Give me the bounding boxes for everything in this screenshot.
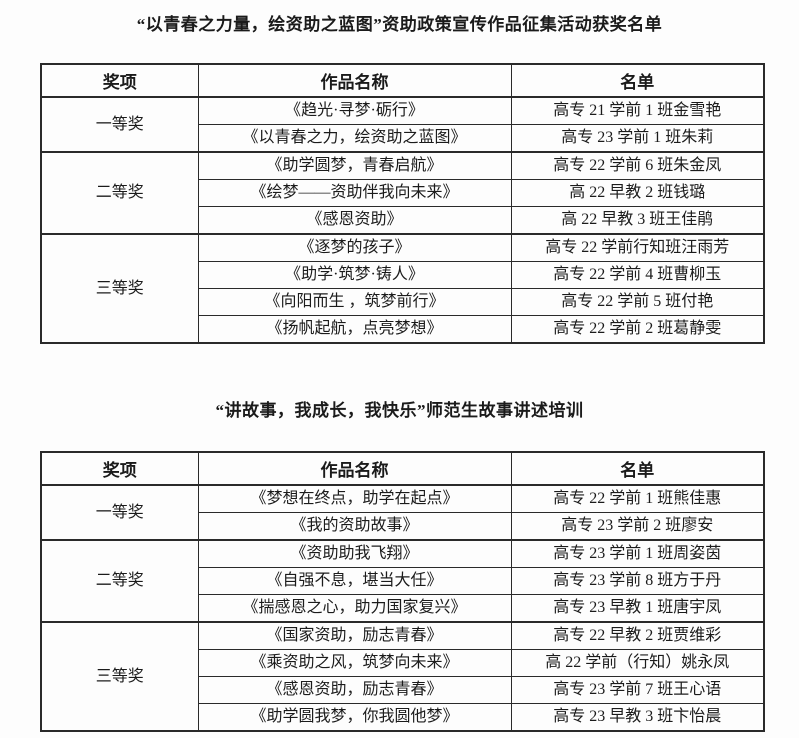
winner-name-cell: 高专 23 学前 7 班王心语	[510, 676, 765, 704]
work-title-cell: 《揣感恩之心，助力国家复兴》	[197, 594, 512, 623]
winner-name-cell: 高专 23 早教 1 班唐宇凤	[510, 594, 765, 623]
table-row: 二等奖 《资助助我飞翔》 高专 23 学前 1 班周姿茵	[40, 539, 765, 623]
work-title-cell: 《逐梦的孩子》	[197, 233, 512, 262]
work-title-cell: 《助学·筑梦·铸人》	[197, 261, 512, 289]
winner-name-cell: 高专 23 学前 8 班方于丹	[510, 567, 765, 595]
column-header-work: 作品名称	[197, 63, 512, 98]
winner-name-cell: 高专 22 学前 5 班付艳	[510, 288, 765, 316]
table-row: 一等奖 《趋光·寻梦·砺行》 高专 21 学前 1 班金雪艳	[40, 96, 765, 153]
table-row: 《我的资助故事》 高专 23 学前 2 班廖安	[41, 512, 765, 541]
table-row: 《自强不息，堪当大任》 高专 23 学前 8 班方于丹	[41, 567, 765, 595]
work-title-cell: 《感恩资助，励志青春》	[197, 676, 512, 704]
section1-title: “以青春之力量，绘资助之蓝图”资助政策宣传作品征集活动获奖名单	[136, 15, 663, 34]
section2-title: “讲故事，我成长，我快乐”师范生故事讲述培训	[215, 401, 584, 420]
work-title-cell: 《梦想在终点，助学在起点》	[197, 484, 512, 513]
work-title-cell: 《乘资助之风，筑梦向未来》	[197, 649, 512, 677]
awards-table-2: 奖项 作品名称 名单 一等奖 《梦想在终点，助学在起点》 高专 22 学前 1 班熊…	[40, 451, 765, 732]
table-row: 《揣感恩之心，助力国家复兴》 高专 23 早教 1 班唐宇凤	[41, 594, 765, 623]
table-row: 《绘梦——资助伴我向未来》高 22 早教 2 班钱璐	[41, 179, 765, 207]
table-row: 《扬帆起航，点亮梦想》 高专 22 学前 2 班葛静雯	[41, 315, 765, 344]
winner-name-cell: 高专 23 学前 1 班朱莉	[510, 124, 765, 153]
work-title-cell: 《感恩资助》	[197, 206, 512, 235]
table-row: 三等奖 《逐梦的孩子》 高专 22 学前行知班汪雨芳	[40, 233, 765, 344]
awards-table-1: 奖项 作品名称 名单 一等奖 《趋光·寻梦·砺行》 高专 21 学前 1 班金雪艳《…	[40, 63, 765, 344]
winner-name-cell: 高专 22 早教 2 班贾维彩	[510, 621, 765, 650]
column-header-name: 名单	[510, 63, 765, 98]
winner-name-cell: 高专 21 学前 1 班金雪艳	[510, 96, 765, 125]
work-title-cell: 《扬帆起航，点亮梦想》	[197, 315, 512, 344]
work-title-cell: 《绘梦——资助伴我向未来》	[197, 179, 512, 207]
table-row: 《乘资助之风，筑梦向未来》高 22 学前（行知）姚永凤	[41, 649, 765, 677]
column-header-award: 奖项	[40, 451, 199, 486]
award-rank-cell: 一等奖	[40, 484, 199, 541]
column-header-award: 奖项	[40, 63, 199, 98]
table-row: 三等奖 《国家资助，励志青春》 高专 22 早教 2 班贾维彩	[40, 621, 765, 732]
winner-name-cell: 高专 23 学前 2 班廖安	[510, 512, 765, 541]
table-row: 一等奖 《梦想在终点，助学在起点》 高专 22 学前 1 班熊佳惠	[40, 484, 765, 541]
table-row: 《感恩资助》高 22 早教 3 班王佳鹃	[41, 206, 765, 235]
winner-name-cell: 高专 22 学前 4 班曹柳玉	[510, 261, 765, 289]
winner-name-cell: 高 22 学前（行知）姚永凤	[510, 649, 765, 677]
column-header-name: 名单	[510, 451, 765, 486]
winner-name-cell: 高 22 早教 2 班钱璐	[510, 179, 765, 207]
winner-name-cell: 高专 22 学前行知班汪雨芳	[510, 233, 765, 262]
work-title-cell: 《我的资助故事》	[197, 512, 512, 541]
winner-name-cell: 高专 22 学前 6 班朱金凤	[510, 151, 765, 180]
work-title-cell: 《助学圆我梦，你我圆他梦》	[197, 703, 512, 732]
winner-name-cell: 高专 23 学前 1 班周姿茵	[510, 539, 765, 568]
winner-name-cell: 高专 23 早教 3 班卞怡晨	[510, 703, 765, 732]
table-row: 《助学圆我梦，你我圆他梦》 高专 23 早教 3 班卞怡晨	[41, 703, 765, 732]
table-row: 二等奖 《助学圆梦，青春启航》 高专 22 学前 6 班朱金凤	[40, 151, 765, 235]
work-title-cell: 《以青春之力，绘资助之蓝图》	[197, 124, 512, 153]
work-title-cell: 《向阳而生 ，筑梦前行》	[197, 288, 512, 316]
table-header-row: 奖项 作品名称 名单	[40, 451, 765, 486]
award-rank-cell: 三等奖	[40, 621, 199, 732]
winner-name-cell: 高 22 早教 3 班王佳鹃	[510, 206, 765, 235]
winner-name-cell: 高专 22 学前 2 班葛静雯	[510, 315, 765, 344]
award-rank-cell: 二等奖	[40, 151, 199, 235]
table-row: 《助学·筑梦·铸人》 高专 22 学前 4 班曹柳玉	[41, 261, 765, 289]
work-title-cell: 《自强不息，堪当大任》	[197, 567, 512, 595]
table-row: 《向阳而生 ，筑梦前行》 高专 22 学前 5 班付艳	[41, 288, 765, 316]
table-header-row: 奖项 作品名称 名单	[40, 63, 765, 98]
work-title-cell: 《趋光·寻梦·砺行》	[197, 96, 512, 125]
award-rank-cell: 一等奖	[40, 96, 199, 153]
work-title-cell: 《助学圆梦，青春启航》	[197, 151, 512, 180]
table-row: 《以青春之力，绘资助之蓝图》 高专 23 学前 1 班朱莉	[41, 124, 765, 153]
work-title-cell: 《资助助我飞翔》	[197, 539, 512, 568]
award-rank-cell: 三等奖	[40, 233, 199, 344]
award-rank-cell: 二等奖	[40, 539, 199, 623]
winner-name-cell: 高专 22 学前 1 班熊佳惠	[510, 484, 765, 513]
table-row: 《感恩资助，励志青春》 高专 23 学前 7 班王心语	[41, 676, 765, 704]
work-title-cell: 《国家资助，励志青春》	[197, 621, 512, 650]
column-header-work: 作品名称	[197, 451, 512, 486]
